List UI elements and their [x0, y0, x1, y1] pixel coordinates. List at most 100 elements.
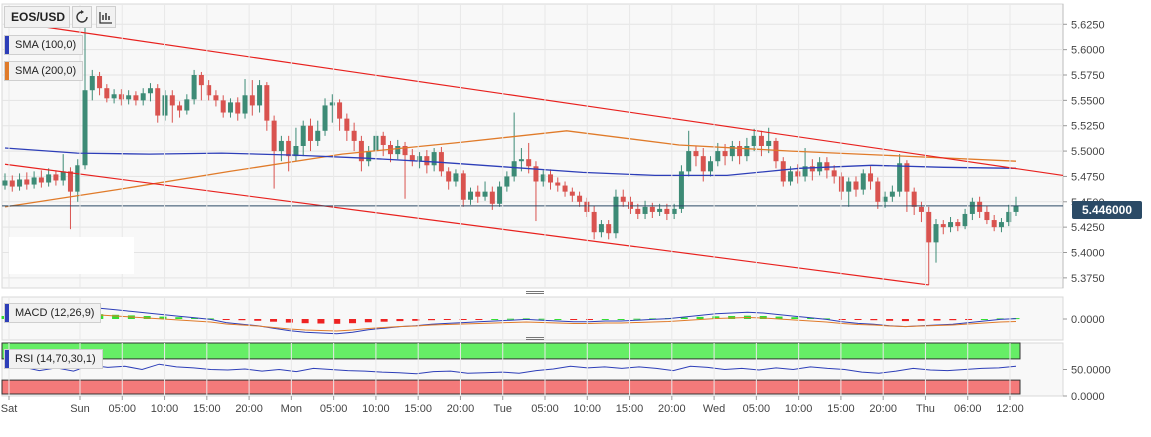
candle-up	[82, 90, 88, 166]
candle-up	[140, 93, 146, 101]
legend-macd[interactable]: MACD (12,26,9)	[4, 303, 102, 323]
candle-up	[329, 102, 335, 106]
price-plot-area	[1, 3, 1064, 289]
candle-up	[788, 171, 794, 182]
candle-down	[9, 180, 15, 187]
candle-up	[322, 105, 328, 131]
price-tick-label: 5.4000	[1071, 248, 1105, 260]
candle-down	[722, 151, 728, 157]
macd-resize-handle[interactable]	[526, 290, 544, 296]
macd-bar-positive	[775, 316, 783, 319]
candle-down	[104, 88, 110, 99]
macd-bar-negative	[443, 319, 451, 320]
macd-bar-negative	[412, 319, 420, 321]
macd-bar-negative	[349, 319, 357, 324]
symbol-text: EOS/USD	[11, 10, 66, 24]
macd-bar-positive	[980, 319, 988, 320]
rsi-overbought-zone	[1, 342, 1021, 360]
candle-up	[969, 201, 975, 214]
macd-bar-negative	[396, 319, 404, 322]
candle-up	[766, 140, 772, 146]
x-tick-label: 06:00	[954, 403, 982, 415]
rsi-panel[interactable]: 50.0000 0.0000	[1, 342, 1111, 403]
candle-up	[802, 166, 808, 177]
macd-bar-positive	[680, 317, 688, 319]
legend-rsi[interactable]: RSI (14,70,30,1)	[4, 349, 103, 369]
refresh-button[interactable]	[72, 6, 92, 28]
candle-down	[446, 171, 452, 182]
x-tick-label: Thu	[916, 403, 935, 415]
price-tick-label: 5.5250	[1071, 121, 1105, 133]
candle-up	[671, 208, 677, 214]
candle-up	[598, 224, 604, 233]
legend-sma200-label: SMA (200,0)	[15, 65, 77, 77]
candle-down	[351, 130, 357, 141]
x-tick-label: 10:00	[785, 403, 813, 415]
candle-up	[300, 125, 306, 146]
macd-bar-negative	[380, 319, 388, 322]
macd-line	[4, 306, 1017, 335]
legend-sma100[interactable]: SMA (100,0)	[4, 35, 84, 55]
candle-down	[460, 173, 466, 200]
candle-down	[409, 155, 415, 162]
candle-down	[358, 140, 364, 162]
macd-bar-positive	[538, 318, 546, 320]
candle-down	[577, 195, 583, 202]
macd-bar-negative	[222, 319, 230, 320]
candle-down	[220, 100, 226, 113]
candle-down	[38, 177, 44, 183]
x-tick-label: 10:00	[574, 403, 602, 415]
candle-up	[948, 222, 954, 228]
x-tick-label: 15:00	[616, 403, 644, 415]
sma200-swatch	[5, 62, 9, 80]
candle-down	[853, 181, 859, 190]
rsi-resize-handle[interactable]	[526, 336, 544, 342]
last-price-text: 5.446000	[1081, 203, 1133, 217]
last-price-label: 5.446000	[1072, 201, 1142, 219]
candle-up	[147, 88, 153, 94]
macd-bar-positive	[807, 317, 815, 319]
price-panel[interactable]: 5.6250 5.6000 5.5750 5.5500 5.5250 5.5000 5.47…	[1, 3, 1105, 289]
candle-down	[991, 220, 997, 228]
candle-up	[504, 176, 510, 187]
candle-up	[31, 177, 37, 185]
symbol-label[interactable]: EOS/USD	[4, 6, 70, 28]
legend-sma200[interactable]: SMA (200,0)	[4, 61, 84, 81]
x-tick-label: 05:00	[109, 403, 137, 415]
macd-bar-positive	[791, 317, 799, 319]
candle-up	[744, 146, 750, 157]
macd-panel[interactable]: 0.0000	[1, 296, 1105, 341]
price-tick-label: 5.5750	[1071, 70, 1105, 82]
candle-up	[613, 196, 619, 234]
candle-down	[875, 181, 881, 202]
candle-down	[337, 102, 343, 119]
candle-up	[518, 159, 524, 162]
x-tick-label: 20:00	[447, 403, 475, 415]
candle-up	[191, 75, 197, 100]
candle-down	[955, 222, 961, 227]
candle-down	[424, 156, 430, 166]
candle-down	[249, 95, 255, 106]
candle-down	[307, 125, 313, 141]
macd-bar-negative	[254, 319, 262, 321]
macd-bar-negative	[949, 319, 957, 321]
candle-down	[67, 171, 73, 192]
bar-chart-icon	[99, 12, 112, 24]
candle-up	[75, 165, 81, 192]
x-tick-label: 20:00	[235, 403, 263, 415]
price-tick-label: 5.4750	[1071, 171, 1105, 183]
candle-up	[395, 146, 401, 155]
candle-down	[264, 85, 270, 121]
candle-down	[737, 146, 743, 157]
x-tick-label: 20:00	[658, 403, 686, 415]
macd-bar-positive	[601, 319, 609, 320]
candle-up	[897, 163, 903, 192]
macd-bar-negative	[570, 319, 578, 320]
macd-bar-positive	[822, 318, 830, 320]
candle-up	[1013, 205, 1019, 212]
macd-bar-negative	[301, 319, 309, 324]
macd-bar-negative	[901, 319, 909, 322]
chart-type-button[interactable]	[96, 6, 116, 28]
macd-bar-negative	[459, 319, 467, 320]
